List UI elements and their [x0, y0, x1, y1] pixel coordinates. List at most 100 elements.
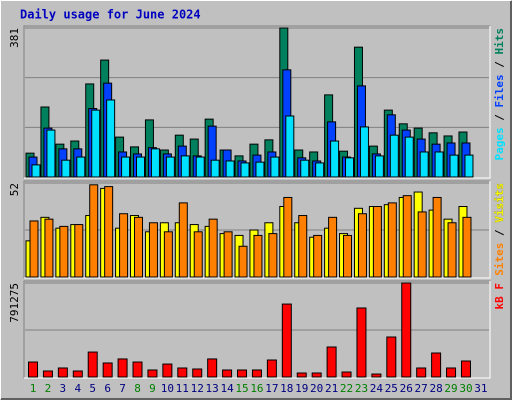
bar — [104, 186, 114, 278]
x-tick-label: 4 — [74, 382, 81, 395]
x-tick-label: 14 — [220, 382, 234, 395]
bar — [359, 126, 369, 178]
x-tick-label: 9 — [149, 382, 156, 395]
bar — [434, 151, 444, 178]
bar — [28, 361, 38, 378]
bar — [311, 372, 322, 378]
bar — [117, 358, 128, 378]
x-tick-label: 26 — [400, 382, 413, 395]
y-tick-label: 791275 — [8, 283, 21, 323]
x-tick-label: 12 — [191, 382, 204, 395]
bar — [42, 370, 53, 378]
panel-frame-light — [24, 281, 491, 379]
bar — [87, 351, 98, 378]
bar — [387, 202, 397, 278]
bar — [225, 160, 235, 178]
bar — [266, 359, 277, 378]
bar — [345, 157, 355, 178]
bar — [61, 159, 71, 178]
y-tick-label: 381 — [8, 28, 21, 48]
bar — [119, 213, 129, 278]
x-tick-label: 24 — [370, 382, 384, 395]
bar — [59, 225, 69, 278]
bar — [237, 369, 248, 378]
x-tick-label: 1 — [30, 382, 37, 395]
bar — [255, 161, 265, 178]
x-tick-label: 21 — [325, 382, 338, 395]
x-tick-label: 13 — [206, 382, 219, 395]
bar — [402, 195, 412, 278]
panel-frame-light — [24, 181, 491, 279]
legend-entry: Sites — [493, 243, 506, 276]
x-tick-label: 10 — [161, 382, 174, 395]
bar — [374, 155, 384, 178]
bar — [251, 369, 262, 378]
bar — [432, 196, 442, 278]
bar — [431, 352, 442, 378]
bar — [268, 233, 278, 278]
x-tick-label: 28 — [429, 382, 442, 395]
legend-separator: / — [493, 108, 506, 128]
bar — [298, 215, 308, 278]
bar — [416, 367, 427, 378]
bar — [148, 222, 158, 278]
bar — [285, 115, 295, 178]
bar — [163, 231, 173, 278]
x-tick-label: 6 — [104, 382, 111, 395]
bar — [76, 156, 86, 178]
x-tick-label: 17 — [265, 382, 278, 395]
bar — [357, 213, 367, 278]
x-tick-label: 11 — [176, 382, 189, 395]
bar — [223, 231, 233, 278]
bar — [134, 216, 144, 278]
x-tick-label: 2 — [45, 382, 52, 395]
x-tick-label: 31 — [474, 382, 487, 395]
bar — [57, 367, 68, 378]
bar — [371, 373, 382, 378]
x-tick-label: 30 — [459, 382, 472, 395]
bar — [326, 346, 337, 378]
bar — [462, 216, 472, 278]
legend-separator: / — [493, 55, 506, 75]
legend-entry: Hits — [493, 28, 506, 55]
bar — [132, 361, 143, 378]
bar — [150, 148, 160, 178]
bar — [165, 156, 175, 178]
bar — [389, 134, 399, 178]
bar — [283, 196, 293, 278]
bar — [46, 129, 56, 178]
bar — [253, 234, 263, 278]
legend: Sites / Visits — [493, 183, 506, 276]
bar — [178, 202, 188, 278]
bar — [315, 162, 325, 178]
bar — [121, 156, 131, 178]
bar — [195, 156, 205, 178]
bar — [417, 211, 427, 278]
x-tick-label: 7 — [119, 382, 126, 395]
bar — [270, 156, 280, 178]
bar — [460, 360, 471, 378]
bar — [192, 368, 203, 378]
bar — [356, 307, 367, 378]
bar — [106, 99, 116, 178]
x-tick-label: 20 — [310, 382, 323, 395]
bar — [207, 358, 218, 378]
bar — [296, 372, 307, 378]
bar — [74, 224, 84, 278]
bar — [341, 371, 352, 378]
x-tick-label: 29 — [444, 382, 457, 395]
bar — [386, 336, 397, 378]
bar — [72, 370, 83, 378]
bar — [328, 216, 338, 278]
bar — [300, 159, 310, 178]
bar — [180, 155, 190, 178]
bar — [404, 136, 414, 178]
bar — [238, 245, 248, 278]
bar — [91, 109, 101, 178]
bar — [240, 162, 250, 178]
bar — [372, 206, 382, 278]
legend-separator: / — [493, 223, 506, 243]
bar — [330, 140, 340, 178]
